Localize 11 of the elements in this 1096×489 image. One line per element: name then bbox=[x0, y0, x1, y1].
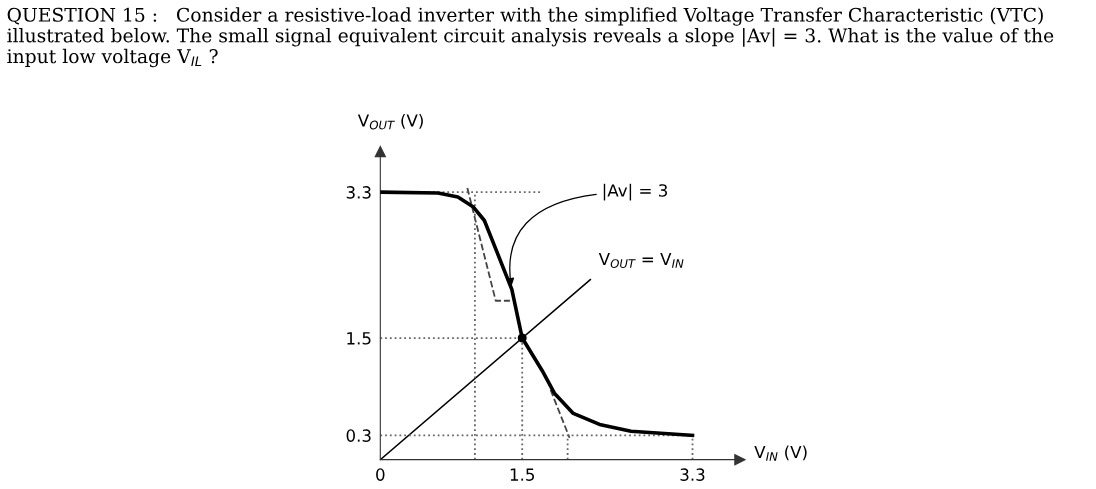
annotation: |Av| = 3 bbox=[603, 183, 668, 201]
series-label: V$_{OUT}$ = V$_{IN}$ bbox=[598, 252, 684, 268]
chart-title: QUESTION 15 : Consider a resistive-load inverter with the simplified Voltage Transfer Characteristic (VTC) illustrated below. The small signal equivalent circuit analysis reveals a slope |Av| = 3. What is the value of the input low voltage V$_{IL}$ ? bbox=[7, 7, 1054, 68]
y-tick-label: 0.3 bbox=[346, 429, 371, 442]
y-tick-label: 1.5 bbox=[347, 332, 371, 345]
x-axis-title: V$_{IN}$ (V) bbox=[754, 445, 807, 461]
x-tick-label: 3.3 bbox=[680, 468, 705, 481]
y-tick-label: 3.3 bbox=[346, 186, 371, 199]
x-tick-label: 1.5 bbox=[510, 468, 535, 481]
y-axis-title: V$_{OUT}$ (V) bbox=[357, 113, 423, 130]
x-tick-label: 0 bbox=[376, 468, 385, 481]
